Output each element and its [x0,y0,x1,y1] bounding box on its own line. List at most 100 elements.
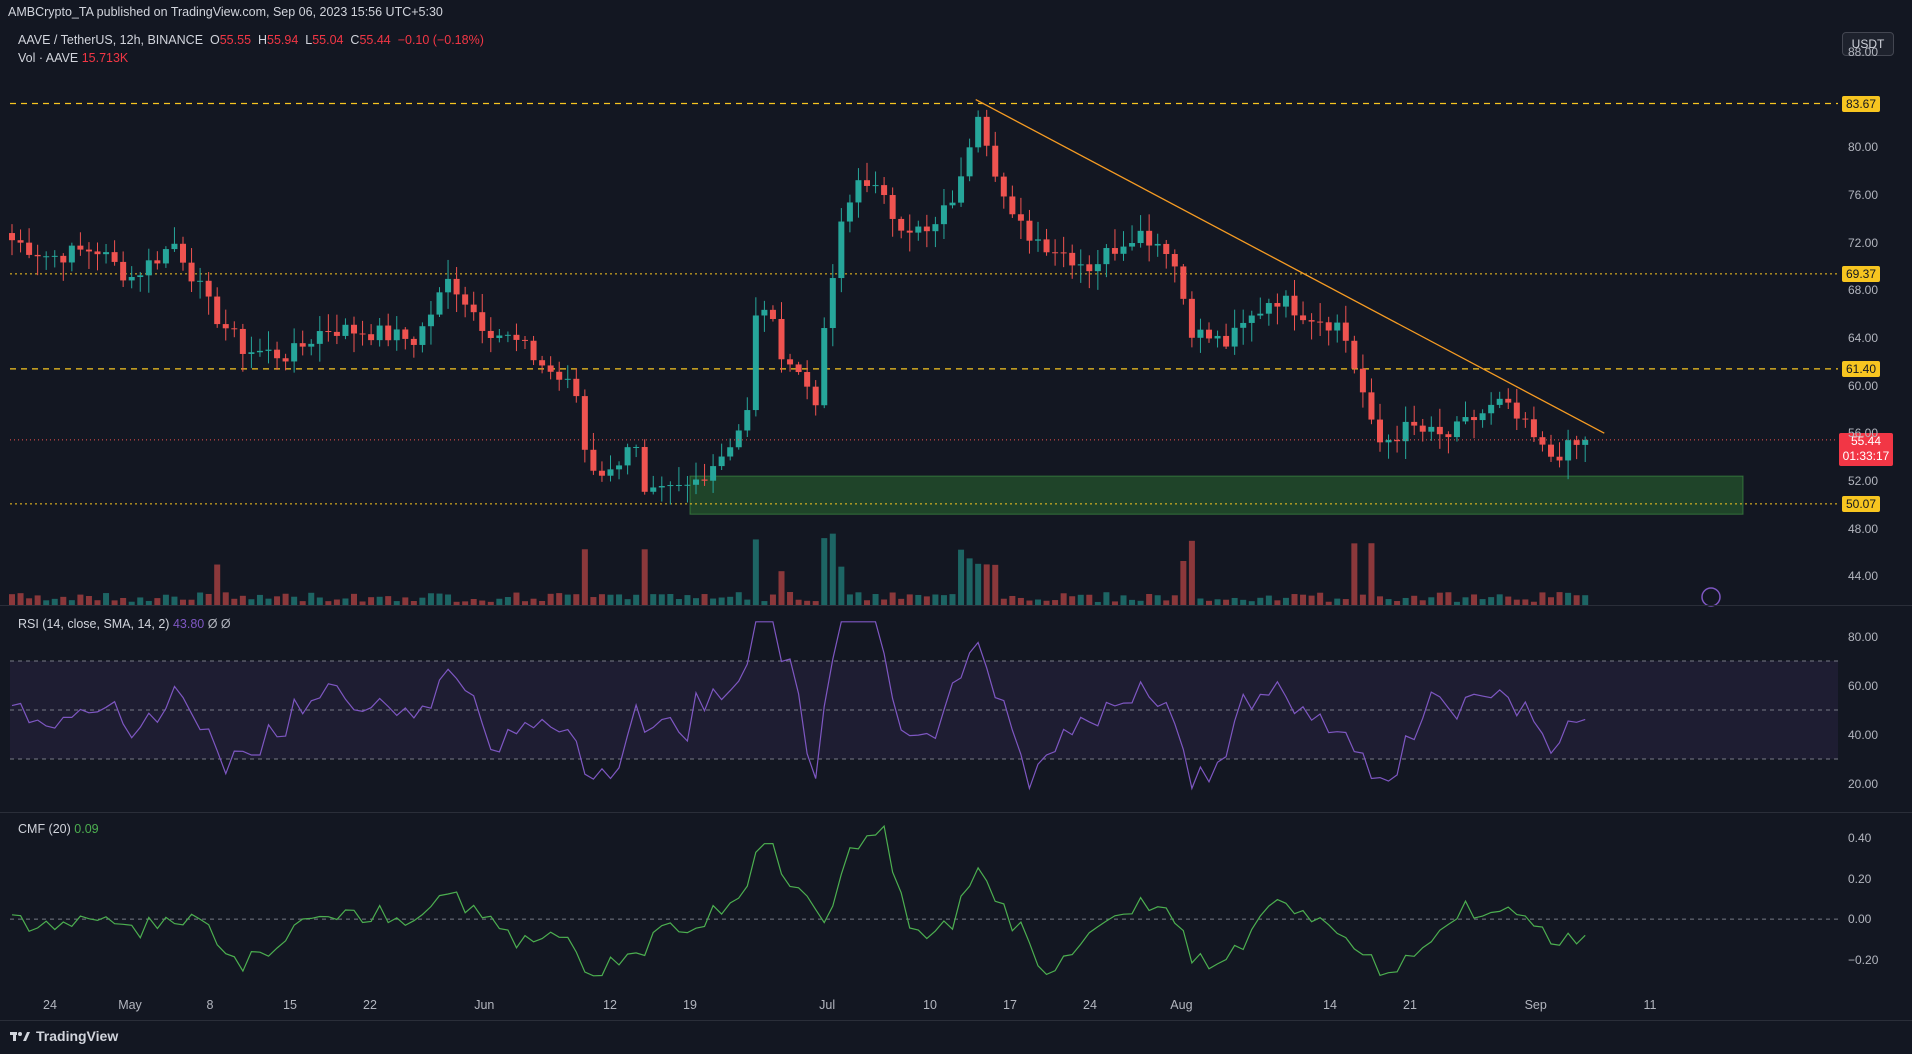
candle-body [940,205,947,225]
volume-bar [1479,599,1486,606]
volume-bar [128,601,135,606]
volume-bar [1120,595,1127,606]
volume-bar [436,593,443,606]
candle-body [410,338,417,345]
volume-bar [60,596,67,606]
volume-bar [145,600,152,606]
candle-body [787,359,794,365]
volume-bar [445,594,452,606]
price-axis-tick: 48.00 [1848,521,1879,536]
volume-bar [94,600,101,606]
candle-body [1351,340,1358,369]
price-axis-tick: 88.00 [1848,44,1879,59]
candle-body [693,479,699,485]
candle-body [1300,315,1307,321]
candle-body [1248,315,1255,323]
volume-bar [1017,597,1024,606]
volume-bar [940,595,947,606]
volume-bar [795,599,802,606]
volume-bar [1317,592,1324,606]
candle-body [1308,320,1315,322]
candle-body [752,315,759,411]
candle-body [1556,456,1563,461]
volume-bar [710,598,717,606]
volume-bar [1094,601,1101,606]
volume-bar [1488,597,1495,606]
volume-bar [17,593,24,606]
candle-body [1368,392,1375,420]
symbol-legend: AAVE / TetherUS, 12h, BINANCE O55.55 H55… [18,33,484,47]
volume-bar [1548,597,1554,606]
volume-bar [650,594,657,606]
volume-bar [547,593,554,606]
volume-bar [351,593,357,606]
candle-body [1334,322,1341,331]
candle-body [1385,439,1392,443]
candle-body [1188,298,1195,338]
candle-body [282,358,289,362]
candle-body [864,180,870,186]
currency-button[interactable]: USDT [1842,32,1894,56]
volume-bar [368,597,375,606]
volume-bar [633,594,640,606]
candle-body [1137,230,1144,244]
rsi-axis-tick: 20.00 [1848,776,1879,791]
price-level-tag: 61.40 [1842,360,1880,377]
candle-body [17,240,24,243]
volume-bar [1565,592,1572,606]
volume-bar [804,600,811,606]
candle-body [1445,434,1452,438]
candle-body [1111,248,1118,254]
candle-body [1035,239,1041,241]
candle-body [1146,230,1153,246]
candle-body [1377,419,1383,443]
volume-bar [983,564,990,606]
low-label: L [305,33,313,47]
volume-bar [1129,599,1136,606]
candle-body [1017,214,1024,221]
volume-bar [581,549,588,606]
candle-body [1060,252,1067,254]
volume-bar [761,601,768,606]
volume-legend: Vol · AAVE 15.713K [18,51,128,65]
volume-bar [333,599,340,606]
time-axis-tick: 14 [1323,998,1337,1012]
candle-body [872,185,879,187]
volume-bar [564,594,571,606]
candle-body [607,469,614,476]
candle-body [624,447,631,466]
bar-countdown: 01:33:17 [1842,449,1890,463]
candle-body [744,410,751,431]
volume-bar [9,594,15,606]
volume-bar [667,594,674,606]
rsi-extra: Ø Ø [207,617,231,631]
candle-body [231,328,238,330]
volume-bar [1171,595,1178,606]
candle-body [1496,398,1503,405]
volume-bar [1351,543,1358,606]
pane-separator-rsi[interactable] [0,605,1912,606]
volume-bar [51,598,58,606]
candle-body [1000,176,1007,197]
candle-body [564,378,571,380]
candle-body [684,484,691,486]
volume-label: Vol · AAVE [18,51,79,65]
volume-bar [188,599,195,606]
candle-body [1291,295,1298,316]
volume-bar [1282,597,1289,606]
open-label: O [210,33,220,47]
trendline [975,99,1605,434]
volume-bar [1300,594,1307,606]
candle-body [761,309,768,316]
pane-separator-cmf[interactable] [0,812,1912,813]
volume-bar [872,594,879,606]
time-axis-tick: 11 [1643,998,1657,1012]
candle-body [51,255,58,257]
candle-body [470,304,477,313]
candle-body [1419,425,1426,432]
close-label: C [350,33,360,47]
tradingview-footer[interactable]: TradingView [10,1028,118,1044]
volume-bar [675,598,682,606]
candle-body [1009,196,1016,215]
